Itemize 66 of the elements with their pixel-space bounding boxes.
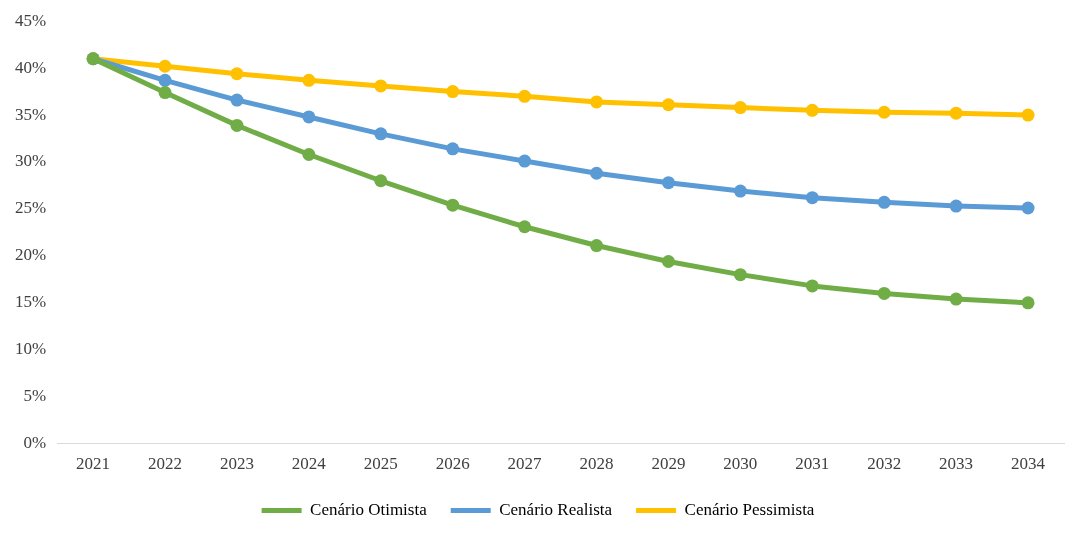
point [518,89,532,103]
point [446,142,460,156]
point [302,110,316,124]
x-tick-label: 2031 [795,454,830,474]
point [158,86,172,100]
y-tick-label: 45% [14,10,47,30]
y-tick-label: 20% [14,245,47,265]
x-tick-label: 2022 [148,454,183,474]
y-tick-label: 10% [14,339,47,359]
y-tick-label: 40% [14,57,47,77]
point [949,199,963,213]
point [158,73,172,87]
point [805,103,819,117]
point [518,154,532,168]
point [302,73,316,87]
point [230,93,244,107]
x-tick-label: 2029 [651,454,686,474]
x-tick-label: 2023 [219,454,254,474]
point [949,106,963,120]
point [733,184,747,198]
point [733,101,747,115]
point [590,95,604,109]
legend-label: Cenário Pessimista [684,499,815,519]
point [374,79,388,93]
point [661,255,675,268]
x-tick-label: 2034 [1011,454,1046,474]
point [590,239,604,253]
point [590,166,604,180]
x-tick-label: 2028 [579,454,614,474]
x-tick-label: 2030 [723,454,758,474]
point [1021,108,1035,122]
y-tick-label: 15% [14,292,47,312]
point [446,85,460,99]
x-tick-label: 2033 [939,454,974,474]
point [374,127,388,141]
x-tick-label: 2021 [76,454,111,474]
point [1021,296,1035,310]
point [230,118,244,132]
y-tick-label: 35% [14,104,47,124]
point [661,176,675,190]
point [805,279,819,293]
x-tick-label: 2026 [435,454,470,474]
point [661,98,675,112]
point [877,195,891,209]
x-tick-label: 2025 [363,454,398,474]
point [446,198,460,212]
legend-label: Cenário Realista [499,499,613,519]
point [1021,201,1035,215]
point [877,105,891,119]
y-tick-label: 25% [14,198,47,218]
point [518,220,532,234]
point [230,67,244,81]
y-tick-label: 30% [14,151,47,171]
point [158,59,172,73]
y-tick-label: 5% [23,386,47,406]
legend-label: Cenário Otimista [310,499,428,519]
x-tick-label: 2032 [867,454,902,474]
point [374,174,388,188]
point [733,268,747,282]
point [877,286,891,300]
point [949,292,963,306]
x-tick-label: 2024 [291,454,327,474]
point [302,147,316,161]
y-tick-label: 0% [23,433,47,453]
point [805,191,819,205]
x-tick-label: 2027 [507,454,543,474]
